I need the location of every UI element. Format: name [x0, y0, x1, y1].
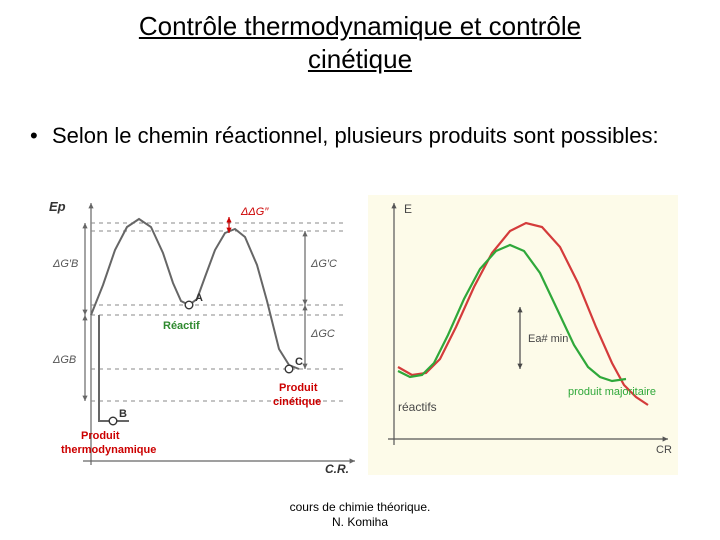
slide-title: Contrôle thermodynamique et contrôle cin…	[0, 10, 720, 75]
svg-text:ΔGC: ΔGC	[310, 328, 335, 340]
right-panel: E CR Ea# min réactifs produit majoritaire	[368, 195, 678, 475]
slide: Contrôle thermodynamique et contrôle cin…	[0, 0, 720, 540]
diagrams-container: Ep C.R. A B C ΔG′B ΔG′C ΔGB ΔGC ΔΔG′′ Réactif Produ…	[43, 195, 683, 475]
svg-text:réactifs: réactifs	[398, 400, 437, 414]
svg-text:ΔG′C: ΔG′C	[310, 258, 337, 270]
svg-text:ΔGB: ΔGB	[52, 354, 76, 366]
right-diagram: E CR Ea# min réactifs produit majoritaire	[368, 195, 678, 475]
svg-text:Réactif: Réactif	[163, 320, 200, 332]
title-line-1: Contrôle thermodynamique et contrôle	[139, 11, 581, 41]
svg-text:C.R.: C.R.	[325, 462, 349, 475]
svg-text:E: E	[404, 202, 412, 216]
svg-text:cinétique: cinétique	[273, 396, 321, 408]
svg-text:Produit: Produit	[81, 430, 120, 442]
bullet-line: •Selon le chemin réactionnel, plusieurs …	[30, 122, 690, 150]
footer-line-1: cours de chimie théorique.	[290, 500, 431, 514]
title-line-2: cinétique	[308, 44, 412, 74]
left-panel: Ep C.R. A B C ΔG′B ΔG′C ΔGB ΔGC ΔΔG′′ Réactif Produ…	[43, 195, 363, 475]
svg-text:A: A	[195, 292, 203, 304]
svg-text:ΔΔG′′: ΔΔG′′	[240, 206, 269, 218]
slide-footer: cours de chimie théorique. N. Komiha	[0, 500, 720, 530]
svg-text:B: B	[119, 408, 127, 420]
bullet-text: Selon le chemin réactionnel, plusieurs p…	[52, 123, 659, 148]
svg-text:C: C	[295, 356, 303, 368]
svg-text:produit majoritaire: produit majoritaire	[568, 386, 656, 398]
bullet-dot: •	[30, 122, 52, 150]
svg-text:thermodynamique: thermodynamique	[61, 444, 156, 456]
svg-text:ΔG′B: ΔG′B	[52, 258, 78, 270]
svg-text:CR: CR	[656, 444, 672, 456]
svg-text:Produit: Produit	[279, 382, 318, 394]
left-diagram: Ep C.R. A B C ΔG′B ΔG′C ΔGB ΔGC ΔΔG′′ Réactif Produ…	[43, 195, 363, 475]
svg-text:Ea# min: Ea# min	[528, 333, 568, 345]
svg-text:Ep: Ep	[49, 199, 66, 214]
footer-line-2: N. Komiha	[332, 515, 388, 529]
